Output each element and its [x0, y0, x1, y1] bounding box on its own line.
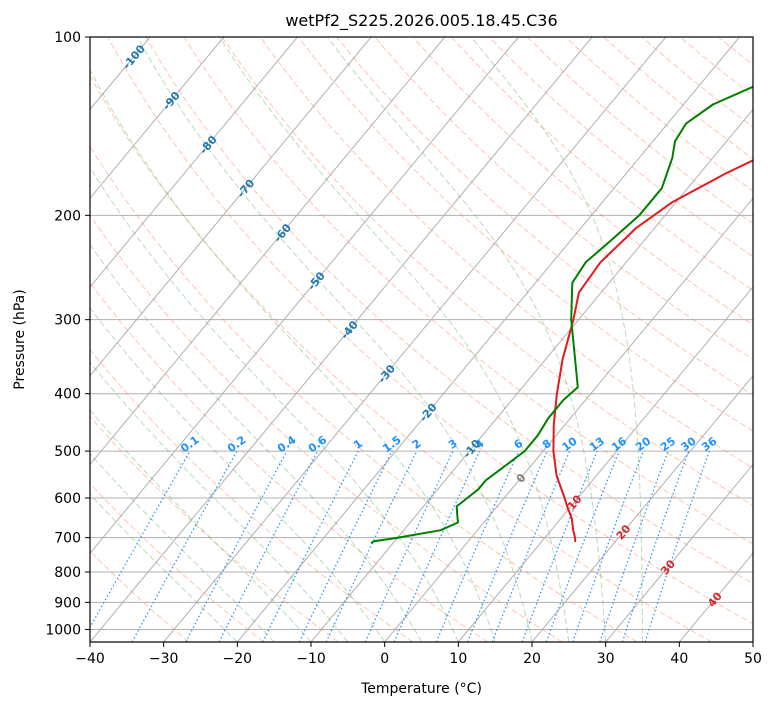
moist-adiabat-line [90, 409, 312, 642]
dry-adiabat-line [221, 37, 753, 507]
dry-adiabat-line [90, 145, 638, 642]
dry-adiabat-line [90, 214, 563, 642]
dry-adiabat-line [90, 550, 190, 642]
isotherm-line [384, 197, 753, 642]
x-axis-label: Temperature (°C) [360, 681, 482, 697]
plot-frame [89, 36, 754, 643]
isotherm-line [90, 37, 225, 200]
dry-adiabat-line [90, 74, 712, 642]
y-tick-label: 1000 [45, 622, 81, 638]
dewpoint-line [370, 85, 753, 544]
isotherm-line [752, 641, 753, 642]
moist-adiabat-line [470, 37, 643, 642]
x-tick-label: −40 [75, 651, 105, 667]
moist-adiabat-line [90, 452, 275, 642]
dry-adiabat-line [90, 348, 414, 642]
x-tick-label: 10 [449, 651, 467, 667]
dry-adiabat-line [183, 37, 753, 545]
plot-background [90, 37, 753, 642]
isotherm-line [90, 37, 298, 288]
mixing-ratio-line [185, 450, 288, 642]
x-tick-label: 30 [597, 651, 615, 667]
mixing-ratio-line [491, 450, 571, 642]
x-tick-label: 20 [523, 651, 541, 667]
mixing-ratio-line [90, 450, 191, 629]
y-tick-label: 800 [54, 565, 81, 581]
mixing-ratio-line [131, 450, 238, 642]
mixing-ratio-line [644, 450, 710, 642]
mixing-ratio-line [393, 450, 481, 642]
mixing-ratio-line [599, 450, 669, 642]
y-tick-label: 100 [54, 30, 81, 46]
dry-adiabat-line [450, 37, 753, 292]
moist-adiabat-line [326, 37, 607, 642]
isotherm-line [90, 37, 519, 555]
isotherm-line [605, 463, 753, 642]
y-tick-label: 400 [54, 387, 81, 403]
y-tick-label: 900 [54, 595, 81, 611]
chart-title: wetPf2_S225.2026.005.18.45.C36 [285, 11, 557, 31]
mixing-ratio-line [466, 450, 548, 642]
isotherm-line [163, 37, 667, 642]
isotherm-line [531, 374, 753, 642]
moist-adiabat-line [90, 166, 459, 642]
moist-adiabat-line [218, 37, 570, 642]
dry-adiabat-line [107, 37, 753, 625]
isotherm-line [0, 37, 3, 642]
x-tick-label: −20 [223, 651, 253, 667]
isotherm-line [236, 37, 740, 642]
isotherm-line [310, 108, 753, 642]
y-axis-label: Pressure (hPa) [12, 289, 28, 389]
dry-adiabat-line [90, 415, 339, 642]
y-tick-label: 300 [54, 313, 81, 329]
y-tick-label: 500 [54, 444, 81, 460]
x-tick-label: 40 [670, 651, 688, 667]
moist-adiabat-line [90, 361, 349, 642]
dry-adiabat-line [259, 37, 753, 469]
isotherm-line [90, 37, 372, 377]
mixing-ratio-line [521, 450, 598, 642]
dry-adiabat-line [90, 281, 488, 642]
dry-adiabat-line [90, 482, 264, 642]
moist-adiabat-line [90, 243, 422, 642]
dry-adiabat-line [336, 37, 753, 396]
y-tick-label: 600 [54, 491, 81, 507]
x-tick-label: 0 [380, 651, 389, 667]
dry-adiabat-line [145, 37, 753, 584]
moist-adiabat-line [90, 69, 496, 642]
mixing-ratio-line [572, 450, 644, 642]
x-tick-label: −10 [296, 651, 326, 667]
isotherm-line [457, 286, 753, 642]
mixing-ratio-line [262, 450, 359, 642]
dry-adiabat-line [412, 37, 753, 326]
x-tick-label: −30 [149, 651, 179, 667]
x-tick-label: 50 [744, 651, 762, 667]
mixing-ratio-line [621, 450, 690, 642]
y-tick-label: 700 [54, 531, 81, 547]
isotherm-line [90, 37, 593, 642]
mixing-ratio-line [545, 450, 620, 642]
y-tick-label: 200 [54, 208, 81, 224]
isotherm-line [90, 37, 446, 466]
temperature-line [552, 159, 753, 543]
mixing-ratio-line [435, 450, 519, 642]
dry-adiabat-line [756, 37, 775, 642]
